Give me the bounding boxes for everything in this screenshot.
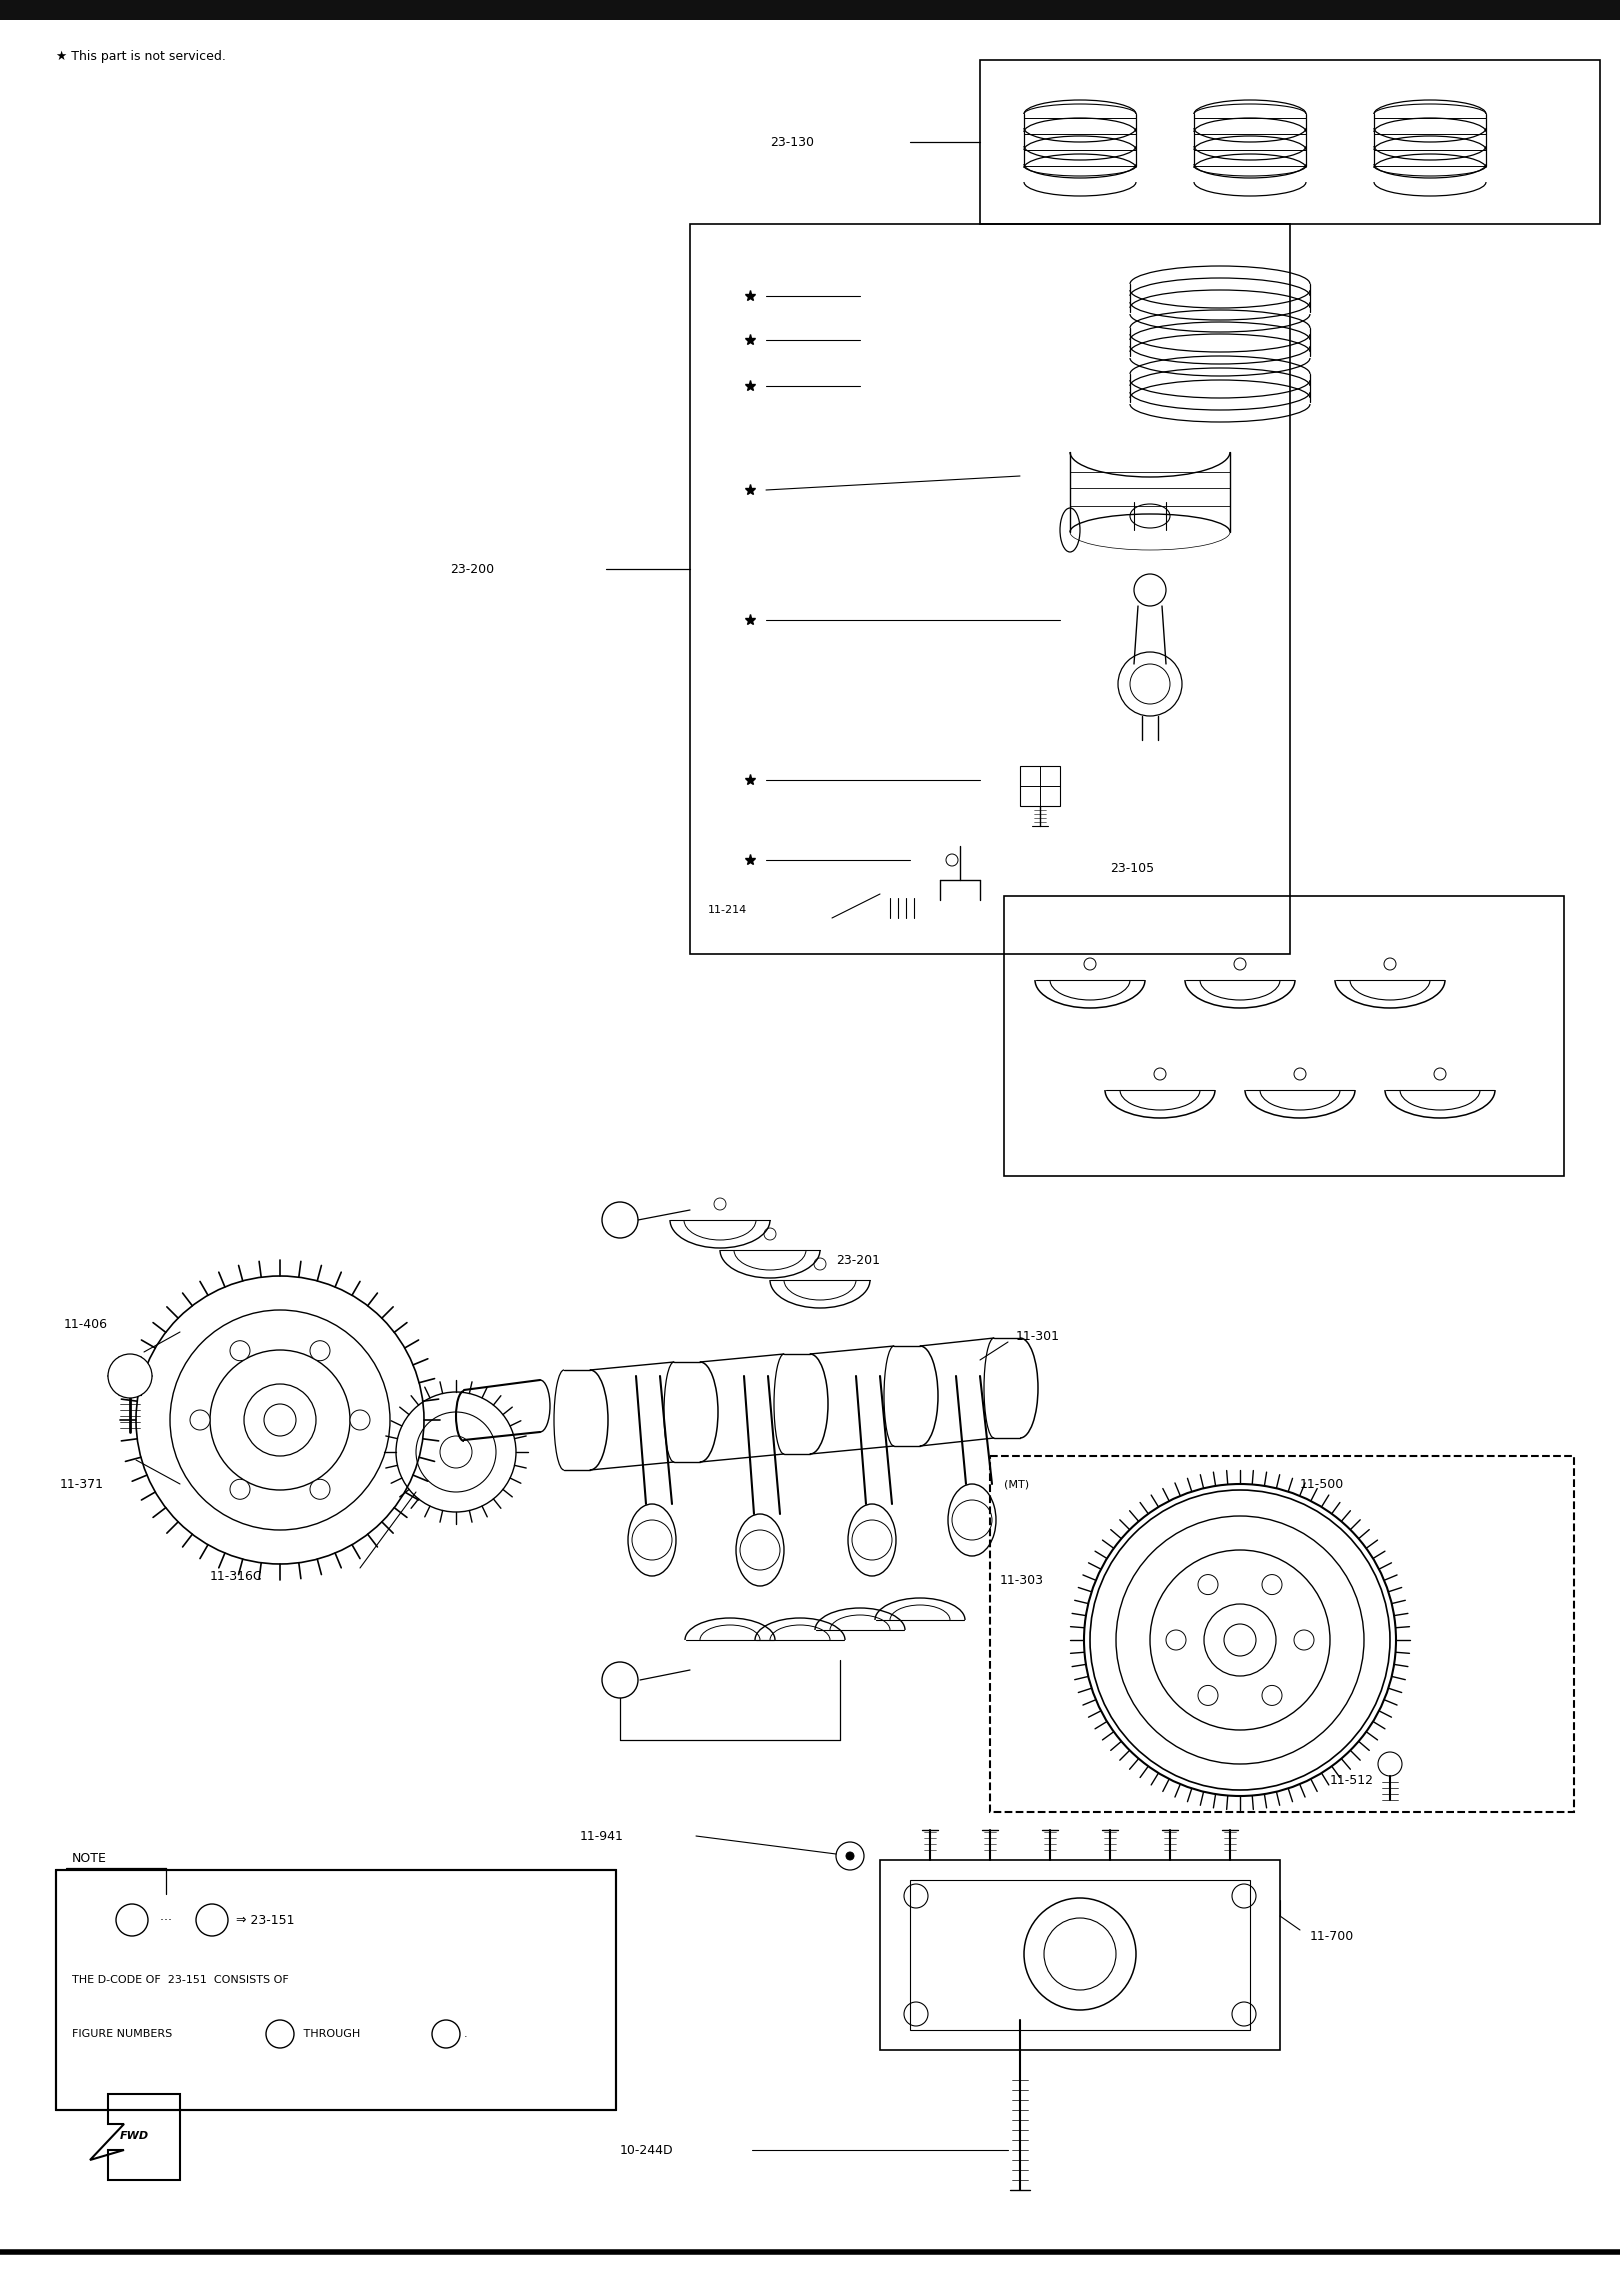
Circle shape: [117, 1905, 147, 1937]
Bar: [910, 1880, 1251, 2030]
Text: 11-500: 11-500: [1299, 1477, 1345, 1491]
Circle shape: [230, 1341, 249, 1361]
Circle shape: [350, 1411, 369, 1429]
Bar: [1004, 897, 1563, 1177]
Text: ⇒ 23-151: ⇒ 23-151: [232, 1914, 295, 1925]
Text: 2: 2: [442, 2028, 449, 2039]
Text: 11-303: 11-303: [1000, 1573, 1043, 1586]
Text: 11-941: 11-941: [580, 1830, 624, 1844]
Text: 2: 2: [617, 1675, 624, 1684]
Text: ···: ···: [156, 1914, 177, 1925]
Circle shape: [603, 1202, 638, 1238]
Text: THE D-CODE OF  23-151  CONSISTS OF: THE D-CODE OF 23-151 CONSISTS OF: [71, 1976, 288, 1985]
Text: FIGURE NUMBERS: FIGURE NUMBERS: [71, 2028, 175, 2039]
Text: 11-371: 11-371: [60, 1477, 104, 1491]
Circle shape: [309, 1479, 330, 1500]
Circle shape: [266, 2021, 293, 2048]
Text: .: .: [463, 2028, 468, 2039]
Circle shape: [196, 1905, 228, 1937]
Circle shape: [846, 1853, 854, 1859]
Text: 23-200: 23-200: [450, 562, 494, 576]
Text: ★ This part is not serviced.: ★ This part is not serviced.: [57, 50, 225, 61]
Bar: [990, 1457, 1575, 1812]
Circle shape: [230, 1479, 249, 1500]
Bar: [1021, 767, 1059, 806]
Text: THROUGH: THROUGH: [300, 2028, 364, 2039]
Bar: [880, 1859, 1280, 2051]
Circle shape: [433, 2021, 460, 2048]
Circle shape: [190, 1411, 211, 1429]
Text: 11-214: 11-214: [708, 906, 747, 915]
Text: 23-130: 23-130: [770, 137, 813, 148]
Text: 10-244D: 10-244D: [620, 2144, 674, 2155]
Text: 11-406: 11-406: [65, 1318, 109, 1331]
Circle shape: [109, 1354, 152, 1397]
Text: 23-105: 23-105: [1110, 863, 1153, 874]
Text: 1: 1: [128, 1914, 136, 1925]
Text: 11-301: 11-301: [1016, 1329, 1059, 1343]
Circle shape: [603, 1661, 638, 1698]
Text: 1: 1: [277, 2028, 284, 2039]
Bar: [980, 59, 1601, 223]
Text: 11-512: 11-512: [1330, 1773, 1374, 1787]
Text: 11-700: 11-700: [1311, 1930, 1354, 1941]
Circle shape: [1084, 1484, 1396, 1796]
Circle shape: [309, 1341, 330, 1361]
Bar: [57, 1871, 616, 2110]
Bar: [690, 223, 1290, 954]
Bar: [0, 0, 1620, 20]
Text: FWD: FWD: [120, 2130, 149, 2142]
Text: 23-201: 23-201: [836, 1254, 880, 1265]
Text: 2: 2: [209, 1914, 215, 1925]
Text: NOTE: NOTE: [71, 1850, 107, 1864]
Text: 1: 1: [617, 1215, 624, 1224]
Text: 11-316C: 11-316C: [211, 1570, 262, 1582]
Text: (MT): (MT): [1004, 1479, 1029, 1489]
